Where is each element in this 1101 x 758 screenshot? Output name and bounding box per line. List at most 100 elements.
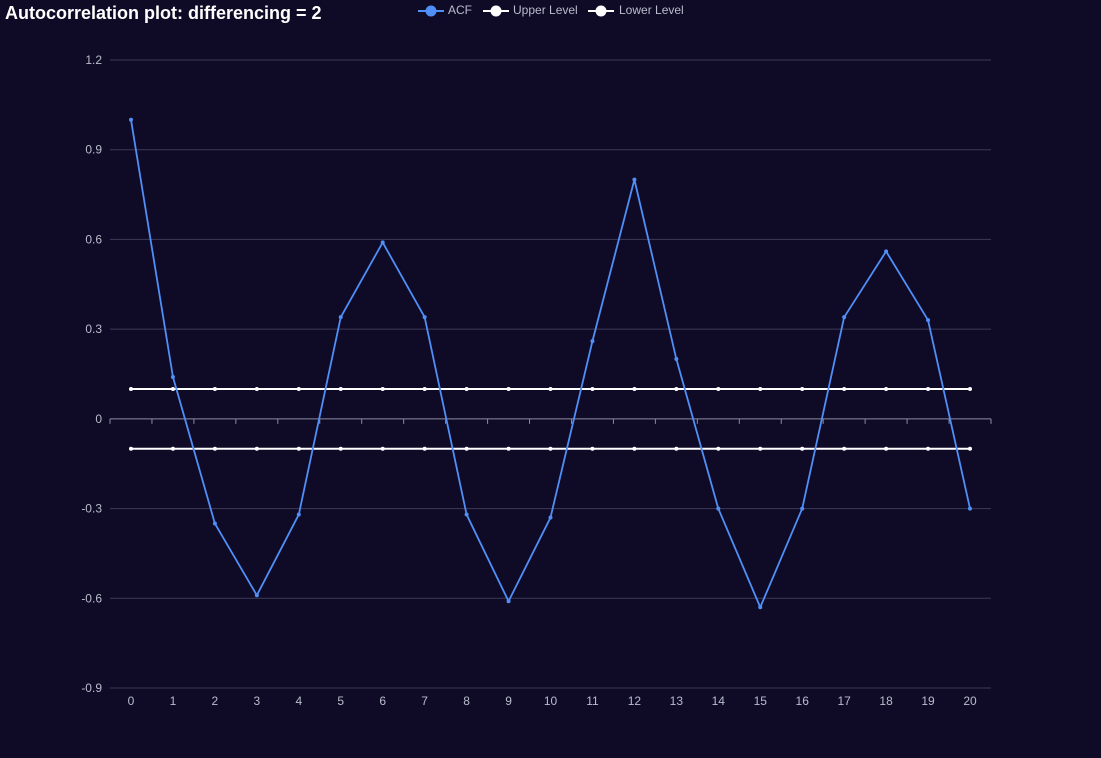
series-upper-level-point (632, 386, 637, 391)
series-upper-level-point (296, 386, 301, 391)
y-tick-label: 0 (95, 412, 102, 426)
series-acf-point (254, 593, 259, 598)
legend-item-upper-level[interactable]: Upper Level (483, 3, 578, 17)
x-tick-label: 3 (254, 694, 261, 708)
series-acf-point (464, 512, 469, 517)
series-lower-level-point (968, 446, 972, 451)
series-upper-level-point (674, 386, 679, 391)
series-upper-level-point (758, 386, 763, 391)
x-tick-label: 5 (337, 694, 344, 708)
series-upper-level-point (590, 386, 595, 391)
series-lower-level-point (842, 446, 847, 451)
series-upper-level-point (842, 386, 847, 391)
series-acf-point (170, 374, 175, 379)
series-lower-level-point (506, 446, 511, 451)
x-tick-label: 20 (963, 694, 977, 708)
legend-item-lower-level[interactable]: Lower Level (588, 3, 684, 17)
legend-acf-marker (425, 5, 437, 17)
series-acf-point (632, 177, 637, 182)
series-lower-level-point (674, 446, 679, 451)
series-upper-level-point (170, 386, 175, 391)
series-acf-point (129, 117, 133, 122)
x-axis: 0 1 2 3 4 5 6 7 8 9 10 11 12 13 14 15 16 17 18 19 20 (109, 418, 992, 708)
series-acf-point (296, 512, 301, 517)
x-tick-label: 11 (586, 694, 599, 708)
series-lower-level-point (884, 446, 889, 451)
series-acf (129, 117, 972, 610)
legend: ACF Upper Level Lower Level (418, 3, 684, 17)
x-tick-label: 15 (754, 694, 768, 708)
series-upper-level-point (800, 386, 805, 391)
y-tick-label: 1.2 (85, 53, 102, 67)
series-acf-line (130, 119, 971, 609)
x-tick-label: 13 (670, 694, 684, 708)
series-lower-level-point (716, 446, 721, 451)
x-tick-label: 9 (505, 694, 512, 708)
x-tick-label: 12 (628, 694, 642, 708)
series-lower-level-point (464, 446, 469, 451)
legend-lower-level-marker (595, 5, 607, 17)
series-lower-level-point (129, 446, 133, 451)
series-lower-level-point (170, 446, 175, 451)
series-upper-level-point (548, 386, 553, 391)
series-lower-level (129, 446, 972, 451)
y-axis: 1.2 0.9 0.6 0.3 0 -0.3 -0.6 -0.9 (81, 53, 102, 695)
series-upper-level-point (464, 386, 469, 391)
series-acf-point (422, 315, 427, 320)
x-tick-label: 18 (879, 694, 893, 708)
series-acf-point (212, 521, 217, 526)
x-tick-label: 19 (921, 694, 935, 708)
x-tick-label: 6 (379, 694, 386, 708)
y-tick-label: -0.9 (81, 681, 102, 695)
series-lower-level-point (380, 446, 385, 451)
series-upper-level-point (129, 386, 133, 391)
series-lower-level-point (632, 446, 637, 451)
series-acf-point (842, 315, 847, 320)
series-lower-level-point (422, 446, 427, 451)
series-upper-level-point (422, 386, 427, 391)
series-acf-point (548, 515, 553, 520)
x-tick-label: 10 (544, 694, 558, 708)
series-acf-point (926, 318, 931, 323)
series-lower-level-point (758, 446, 763, 451)
x-tick-label: 4 (295, 694, 302, 708)
x-tick-label: 8 (463, 694, 470, 708)
series-upper-level-point (506, 386, 511, 391)
series-acf-point (590, 339, 595, 344)
series-acf-point (968, 506, 972, 511)
y-tick-label: 0.9 (85, 143, 102, 157)
series-acf-point (380, 240, 385, 245)
series-lower-level-point (338, 446, 343, 451)
series-lower-level-point (548, 446, 553, 451)
series-upper-level-point (884, 386, 889, 391)
series-lower-level-point (212, 446, 217, 451)
series-upper-level-point (380, 386, 385, 391)
legend-acf-label: ACF (448, 3, 472, 17)
series-lower-level-point (800, 446, 805, 451)
series-lower-level-point (296, 446, 301, 451)
series-acf-point (338, 315, 343, 320)
grid-lines (110, 59, 991, 689)
series-lower-level-point (926, 446, 931, 451)
x-tick-label: 0 (128, 694, 135, 708)
series-acf-point (758, 605, 763, 610)
y-tick-label: 0.3 (85, 322, 102, 336)
x-tick-label: 17 (837, 694, 851, 708)
series-upper-level-point (968, 386, 972, 391)
y-tick-label: -0.6 (81, 591, 102, 605)
series-acf-point (716, 506, 721, 511)
series-upper-level-point (212, 386, 217, 391)
x-tick-label: 16 (796, 694, 810, 708)
x-tick-label: 1 (170, 694, 177, 708)
x-tick-label: 14 (712, 694, 726, 708)
series-acf-point (506, 599, 511, 604)
series-upper-level-point (926, 386, 931, 391)
legend-item-acf[interactable]: ACF (418, 3, 472, 17)
y-tick-label: -0.3 (81, 502, 102, 516)
x-tick-label: 2 (212, 694, 219, 708)
series-layer (129, 117, 972, 610)
y-tick-label: 0.6 (85, 232, 102, 246)
series-acf-point (800, 506, 805, 511)
series-upper-level-point (338, 386, 343, 391)
